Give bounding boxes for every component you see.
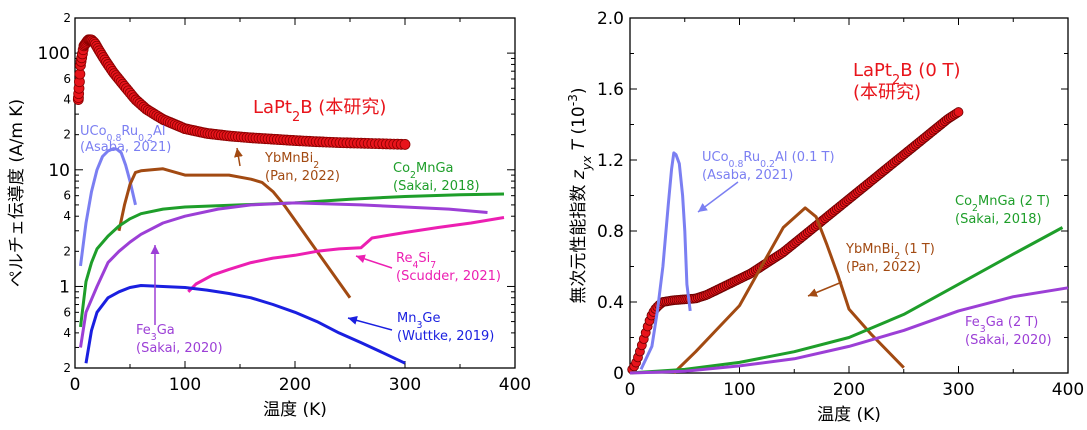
left-ytick-minor-label: 6 xyxy=(63,72,71,86)
data-point xyxy=(399,139,411,150)
left-label-fe3ga: Fe3Ga xyxy=(136,323,175,343)
right-ytick-label: 2.0 xyxy=(597,9,624,29)
left-ylabel: ペルチェ伝導度 (A/m K) xyxy=(7,99,27,287)
right-xtick-label: 400 xyxy=(1052,380,1084,400)
left-label-re4si7-ref: (Scudder, 2021) xyxy=(396,269,501,284)
left-series-line-4 xyxy=(79,201,488,348)
right-xtick-label: 300 xyxy=(942,380,974,400)
right-label-lapt2b-ref: (本研究) xyxy=(853,82,921,103)
right-label-co2mnga: Co2MnGa (2 T) xyxy=(955,194,1050,214)
right-ytick-label: 0.8 xyxy=(597,222,624,242)
left-arrow-re4si7 xyxy=(355,254,393,269)
left-ytick-label: 10 xyxy=(48,161,70,181)
left-ytick-minor-label: 2 xyxy=(63,128,71,142)
right-ytick-label: 1.6 xyxy=(597,80,624,100)
left-series-line-2 xyxy=(117,167,352,299)
right-series-line-1 xyxy=(639,151,692,371)
right-series-lapt2b-markers xyxy=(627,107,964,375)
right-label-ybmnbi2-ref: (Pan, 2022) xyxy=(846,260,921,275)
right-xlabel: 温度 (K) xyxy=(817,405,881,425)
right-label-fe3ga: Fe3Ga (2 T) xyxy=(965,315,1038,335)
left-ytick-minor-label: 2 xyxy=(63,361,71,375)
left-xtick-label: 300 xyxy=(389,375,421,395)
left-xtick-label: 100 xyxy=(169,375,201,395)
left-series-line-6 xyxy=(84,284,406,365)
left-arrow-mn3ge xyxy=(347,316,393,331)
left-ytick-label: 1 xyxy=(59,277,70,297)
right-ytick-label: 1.2 xyxy=(597,151,624,171)
left-ytick-minor-label: 6 xyxy=(63,189,71,203)
right-xtick-label: 200 xyxy=(833,380,865,400)
left-xlabel: 温度 (K) xyxy=(263,400,327,420)
right-chart: 0 100 200 300 400 0 0.4 0.8 1.2 1.6 2.0 温度 (K) 無次元性能… xyxy=(566,9,1084,425)
right-label-uco-ref: (Asaba, 2021) xyxy=(702,168,793,183)
left-ytick-minor-label: 4 xyxy=(63,326,71,340)
right-ylabel: 無次元性能指数 zyx T (10-3) xyxy=(566,87,594,303)
right-arrow-uco xyxy=(697,181,739,213)
left-label-mn3ge-ref: (Wuttke, 2019) xyxy=(397,329,494,344)
left-label-fe3ga-ref: (Sakai, 2020) xyxy=(136,341,223,356)
left-label-ybmnbi2-ref: (Pan, 2022) xyxy=(265,169,340,184)
right-label-co2mnga-ref: (Sakai, 2018) xyxy=(955,212,1042,227)
right-xtick-label: 0 xyxy=(625,380,636,400)
left-label-co2mnga: Co2MnGa xyxy=(393,161,453,181)
left-ytick-minor-label: 2 xyxy=(63,11,71,25)
right-label-ybmnbi2: YbMnBi2 (1 T) xyxy=(845,242,935,262)
left-label-ybmnbi2: YbMnBi2 xyxy=(264,151,319,171)
left-xtick-label: 0 xyxy=(70,375,81,395)
left-xtick-label: 200 xyxy=(279,375,311,395)
right-arrow-ybmnbi2 xyxy=(807,281,843,297)
right-series-line-3 xyxy=(629,226,1064,375)
left-ytick-minor-label: 2 xyxy=(63,244,71,258)
left-arrow-ybmnbi2 xyxy=(234,147,243,167)
left-label-uco-ref: (Asaba, 2021) xyxy=(80,140,171,155)
left-ytick-minor-label: 6 xyxy=(63,305,71,319)
right-ytick-label: 0 xyxy=(613,364,624,384)
left-label-re4si7: Re4Si7 xyxy=(396,251,436,271)
left-series-line-1 xyxy=(79,147,137,267)
right-series-line-4 xyxy=(629,286,1069,375)
left-ytick-minor-label: 4 xyxy=(63,209,71,223)
data-point xyxy=(953,107,964,117)
left-ytick-label: 100 xyxy=(38,44,70,64)
right-ytick-label: 0.4 xyxy=(597,293,624,313)
left-series-line-3 xyxy=(79,192,505,328)
right-label-uco: UCo0.8Ru0.2Al (0.1 T) xyxy=(702,150,835,170)
left-label-uco: UCo0.8Ru0.2Al xyxy=(80,124,166,144)
left-label-mn3ge: Mn3Ge xyxy=(397,311,441,331)
left-label-lapt2b: LaPt2B (本研究) xyxy=(253,97,386,125)
right-series-line-2 xyxy=(672,206,905,375)
left-series-line-5 xyxy=(187,216,505,293)
left-chart: 0 100 200 300 400 1 10 100 2 4 6 2 4 6 2 4 6 2 温度 (K) ペルチェ伝… xyxy=(7,11,531,420)
left-ytick-minor-label: 4 xyxy=(63,93,71,107)
left-xtick-label: 400 xyxy=(499,375,531,395)
right-xtick-label: 100 xyxy=(723,380,755,400)
right-label-fe3ga-ref: (Sakai, 2020) xyxy=(965,333,1052,348)
left-series-lapt2b-markers xyxy=(72,34,411,150)
left-label-co2mnga-ref: (Sakai, 2018) xyxy=(393,179,480,194)
right-label-lapt2b: LaPt2B (0 T) xyxy=(853,60,961,88)
